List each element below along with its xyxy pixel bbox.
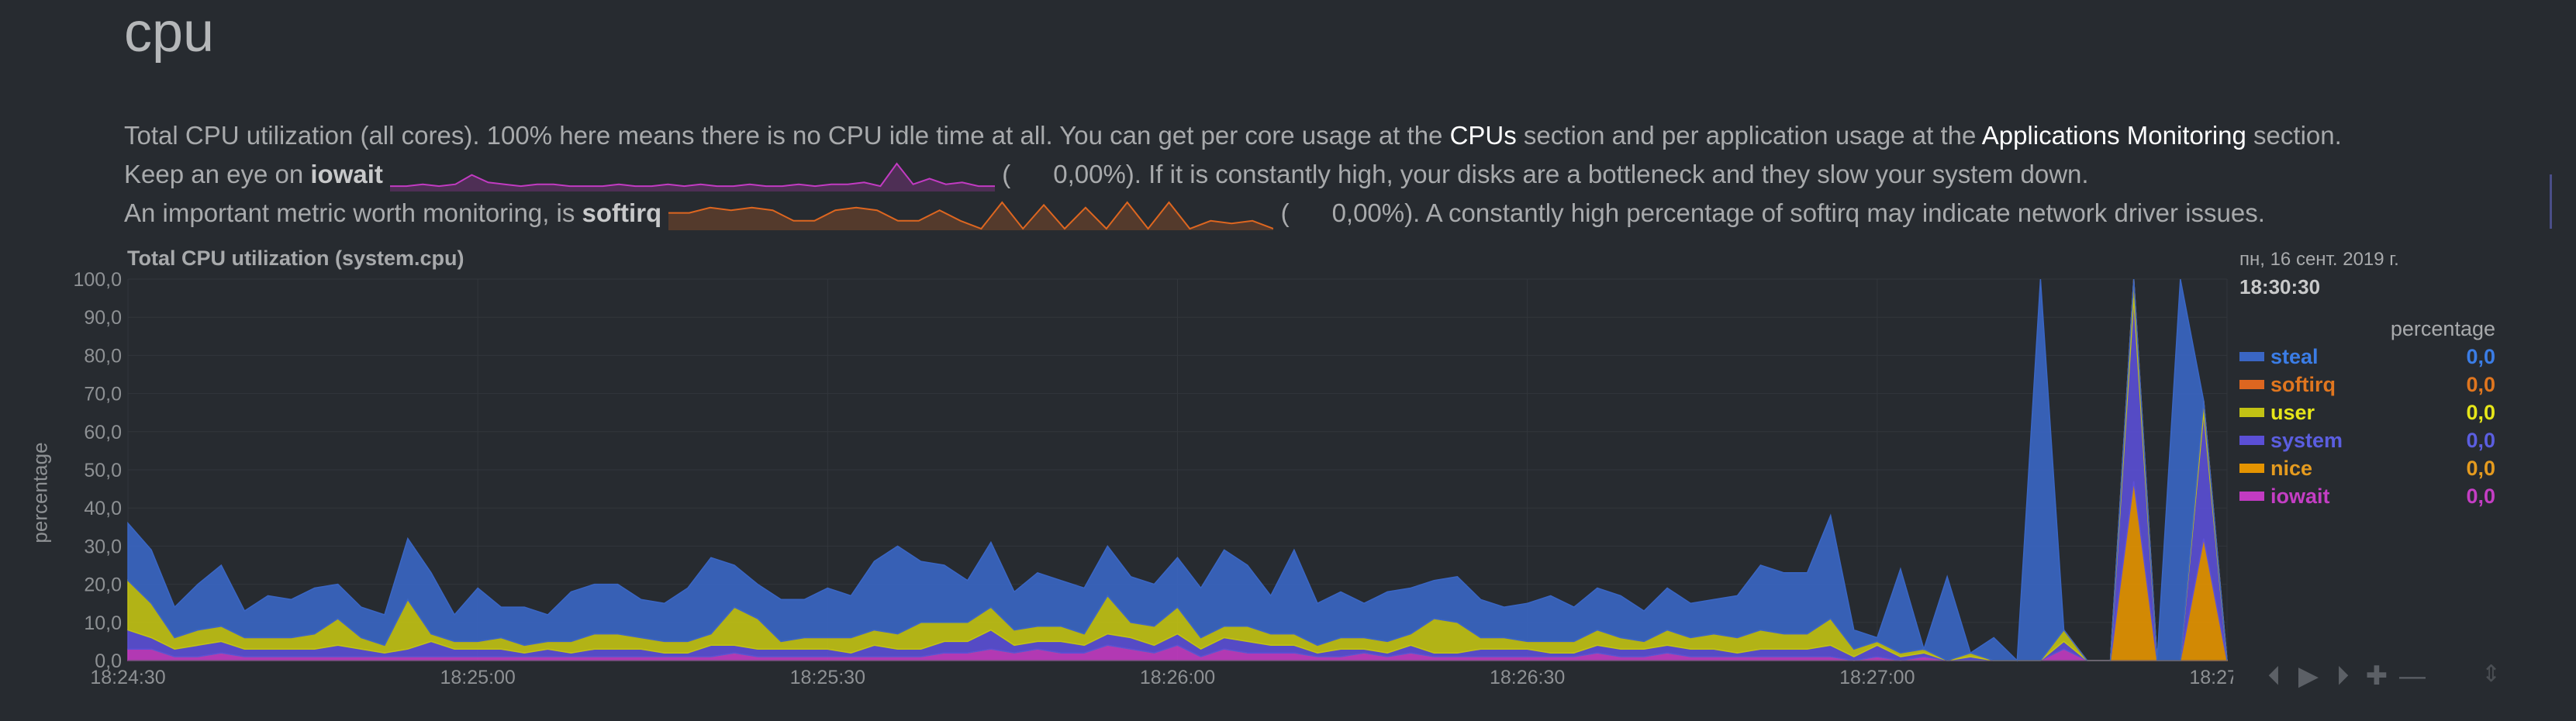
legend-swatch-user bbox=[2239, 408, 2264, 417]
y-tick-label: 30,0 bbox=[84, 536, 122, 557]
y-tick-label: 0,0 bbox=[95, 650, 122, 672]
legend-time: 18:30:30 bbox=[2239, 275, 2321, 298]
x-tick-label: 18:27:30 bbox=[2189, 667, 2233, 688]
legend-value: 0,0 bbox=[2466, 456, 2495, 480]
legend-swatch-iowait bbox=[2239, 492, 2264, 501]
x-tick-label: 18:26:30 bbox=[1490, 667, 1565, 688]
iowait-sparkline-value: ( 0,00%) bbox=[1002, 160, 1134, 188]
zoom-in-icon[interactable]: ✚ bbox=[2365, 661, 2388, 691]
legend-value: 0,0 bbox=[2466, 344, 2495, 368]
legend-item-system[interactable]: system 0,0 bbox=[2239, 426, 2495, 454]
description-line-2: Keep an eye on iowait ( 0,00%). If it is… bbox=[124, 155, 2497, 194]
chart-legend: пн, 16 сент. 2019 г. 18:30:30 percentage… bbox=[2239, 247, 2495, 510]
zoom-out-icon[interactable]: — bbox=[2399, 661, 2426, 691]
legend-item-steal[interactable]: steal 0,0 bbox=[2239, 343, 2495, 371]
y-tick-label: 10,0 bbox=[84, 612, 122, 634]
legend-value: 0,0 bbox=[2466, 372, 2495, 396]
description-line2-suffix: . If it is constantly high, your disks a… bbox=[1134, 160, 2089, 188]
description-line1-suffix: section. bbox=[2246, 121, 2342, 150]
scroll-position-marker bbox=[2550, 174, 2552, 229]
legend-name: iowait bbox=[2270, 484, 2330, 508]
description-line-3: An important metric worth monitoring, is… bbox=[124, 194, 2497, 233]
iowait-sparkline bbox=[390, 162, 996, 192]
description-line1-prefix: Total CPU utilization (all cores). 100% … bbox=[124, 121, 1450, 150]
legend-swatch-nice bbox=[2239, 464, 2264, 473]
series-area-steal bbox=[127, 278, 2228, 662]
y-tick-label: 20,0 bbox=[84, 574, 122, 596]
x-tick-label: 18:24:30 bbox=[90, 667, 165, 688]
description-line1-middle: section and per application usage at the bbox=[1516, 121, 1982, 150]
softirq-sparkline bbox=[668, 201, 1274, 231]
legend-date: пн, 16 сент. 2019 г. bbox=[2239, 249, 2399, 270]
softirq-sparkline-value: ( 0,00%) bbox=[1280, 198, 1414, 227]
legend-name: system bbox=[2270, 428, 2343, 452]
y-tick-label: 60,0 bbox=[84, 422, 122, 443]
legend-name: nice bbox=[2270, 456, 2313, 480]
section-title: cpu bbox=[124, 2, 215, 64]
legend-item-user[interactable]: user 0,0 bbox=[2239, 398, 2495, 426]
resize-handle-icon[interactable]: ⇕ bbox=[2481, 661, 2502, 687]
y-tick-label: 100,0 bbox=[73, 269, 122, 291]
cpus-section-link[interactable]: CPUs bbox=[1449, 121, 1517, 150]
description-line3-prefix: An important metric worth monitoring, is bbox=[124, 198, 582, 227]
legend-rows: steal 0,0 softirq 0,0 user 0,0 system 0,… bbox=[2239, 343, 2495, 510]
y-tick-label: 90,0 bbox=[84, 307, 122, 329]
legend-name: steal bbox=[2270, 344, 2319, 368]
softirq-metric-label: softirq bbox=[582, 198, 662, 227]
cpu-chart[interactable]: 0,0 10,0 20,0 30,0 40,0 50,0 60,0 70,0 80,0 90,0 1… bbox=[0, 0, 2233, 698]
chart-toolbox: ⏴ ▶ ⏵ ✚ — bbox=[2263, 661, 2426, 692]
legend-item-nice[interactable]: nice 0,0 bbox=[2239, 454, 2495, 482]
legend-swatch-softirq bbox=[2239, 380, 2264, 389]
description-line2-prefix: Keep an eye on bbox=[124, 160, 311, 188]
legend-swatch-system bbox=[2239, 436, 2264, 445]
legend-name: softirq bbox=[2270, 372, 2336, 396]
legend-value: 0,0 bbox=[2466, 428, 2495, 452]
iowait-metric-label: iowait bbox=[310, 160, 383, 188]
pan-right-icon[interactable]: ⏵ bbox=[2336, 661, 2350, 691]
legend-units: percentage bbox=[2390, 317, 2495, 340]
y-tick-label: 50,0 bbox=[84, 460, 122, 481]
pan-left-icon[interactable]: ⏴ bbox=[2267, 661, 2281, 691]
x-tick-label: 18:27:00 bbox=[1839, 667, 1915, 688]
x-tick-label: 18:26:00 bbox=[1140, 667, 1215, 688]
y-tick-label: 70,0 bbox=[84, 384, 122, 405]
play-icon[interactable]: ▶ bbox=[2298, 661, 2319, 691]
y-tick-label: 80,0 bbox=[84, 345, 122, 367]
description-line3-suffix: . A constantly high percentage of softir… bbox=[1413, 198, 2265, 227]
chart-description: Total CPU utilization (all cores). 100% … bbox=[124, 116, 2497, 233]
applications-monitoring-link[interactable]: Applications Monitoring bbox=[1981, 121, 2246, 150]
legend-item-softirq[interactable]: softirq 0,0 bbox=[2239, 371, 2495, 398]
x-tick-label: 18:25:30 bbox=[790, 667, 865, 688]
legend-item-iowait[interactable]: iowait 0,0 bbox=[2239, 482, 2495, 510]
x-tick-label: 18:25:00 bbox=[440, 667, 516, 688]
chart-title: Total CPU utilization (system.cpu) bbox=[127, 247, 464, 270]
y-tick-label: 40,0 bbox=[84, 498, 122, 519]
sparkline-line bbox=[390, 162, 996, 188]
description-line-1: Total CPU utilization (all cores). 100% … bbox=[124, 116, 2497, 155]
legend-value: 0,0 bbox=[2466, 400, 2495, 424]
legend-name: user bbox=[2270, 400, 2315, 424]
sparkline-line bbox=[668, 201, 1274, 230]
legend-value: 0,0 bbox=[2466, 484, 2495, 508]
legend-swatch-steal bbox=[2239, 352, 2264, 361]
